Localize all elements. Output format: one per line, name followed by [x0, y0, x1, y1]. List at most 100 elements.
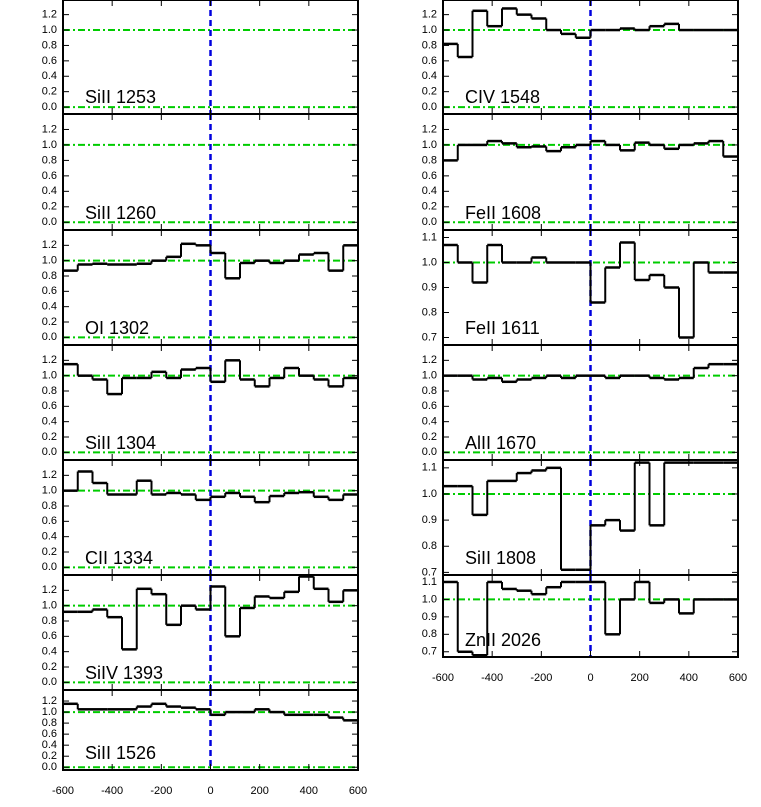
x-tick-label: 0: [587, 672, 593, 684]
y-tick-label: 1.2: [422, 123, 437, 135]
y-tick-label: 0.8: [42, 385, 57, 397]
y-tick-label: 0.2: [422, 431, 437, 443]
x-tick-label: -400: [481, 672, 503, 684]
y-tick-label: 0.4: [422, 416, 437, 428]
y-tick-label: 1.2: [42, 695, 57, 707]
panel-label: SiII 1304: [85, 433, 156, 453]
panel-label: AlII 1670: [465, 433, 536, 453]
y-tick-label: 0.0: [42, 216, 57, 228]
x-tick-label: 400: [680, 672, 698, 684]
y-tick-label: 0.8: [42, 270, 57, 282]
y-tick-label: 1.1: [422, 231, 437, 243]
panel-label: CII 1334: [85, 548, 153, 568]
y-tick-label: 0.0: [42, 761, 57, 773]
y-tick-label: 0.7: [422, 566, 437, 578]
y-tick-label: 0.8: [422, 154, 437, 166]
panel-label: SiII 1253: [85, 87, 156, 107]
x-tick-label: -600: [52, 785, 74, 797]
y-tick-label: 0.0: [422, 216, 437, 228]
y-tick-label: 1.2: [422, 354, 437, 366]
y-tick-label: 0.4: [42, 301, 57, 313]
y-tick-label: 0.0: [42, 676, 57, 688]
panel-label: SiII 1526: [85, 743, 156, 763]
x-tick-label: 200: [630, 672, 648, 684]
y-tick-label: 0.8: [42, 717, 57, 729]
y-tick-label: 0.8: [422, 385, 437, 397]
y-tick-label: 1.2: [422, 9, 437, 21]
x-tick-label: 400: [300, 785, 318, 797]
y-tick-label: 0.8: [42, 39, 57, 51]
y-tick-label: 0.2: [42, 546, 57, 558]
y-tick-label: 0.6: [42, 515, 57, 527]
y-tick-label: 1.2: [42, 354, 57, 366]
panel-label: SiII 1808: [465, 548, 536, 568]
panel-label: SiII 1260: [85, 203, 156, 223]
y-tick-label: 0.6: [422, 170, 437, 182]
y-tick-label: 0.4: [422, 185, 437, 197]
y-tick-label: 0.4: [42, 185, 57, 197]
y-tick-label: 1.2: [42, 123, 57, 135]
y-tick-label: 0.8: [422, 306, 437, 318]
y-tick-label: 0.6: [422, 400, 437, 412]
x-tick-label: 600: [349, 785, 367, 797]
y-tick-label: 0.6: [42, 728, 57, 740]
y-tick-label: 1.0: [42, 485, 57, 497]
y-tick-label: 0.2: [42, 86, 57, 98]
x-tick-label: -200: [530, 672, 552, 684]
y-tick-label: 0.0: [42, 561, 57, 573]
y-tick-label: 1.2: [42, 584, 57, 596]
y-tick-label: 1.0: [422, 370, 437, 382]
x-tick-label: -400: [101, 785, 123, 797]
y-tick-label: 0.4: [42, 70, 57, 82]
y-tick-label: 0.2: [42, 431, 57, 443]
y-tick-label: 0.4: [42, 416, 57, 428]
y-tick-label: 0.8: [422, 39, 437, 51]
y-tick-label: 1.0: [422, 256, 437, 268]
y-tick-label: 0.2: [42, 201, 57, 213]
panel-label: OI 1302: [85, 318, 149, 338]
y-tick-label: 0.7: [422, 331, 437, 343]
y-tick-label: 1.0: [422, 24, 437, 36]
panel-label: CIV 1548: [465, 87, 540, 107]
y-tick-label: 0.8: [422, 540, 437, 552]
y-tick-label: 1.0: [422, 593, 437, 605]
y-tick-label: 0.9: [422, 611, 437, 623]
panel-label: ZnII 2026: [465, 630, 541, 650]
x-tick-label: 0: [207, 785, 213, 797]
panel-label: FeII 1608: [465, 203, 541, 223]
y-tick-label: 0.0: [42, 331, 57, 343]
y-tick-label: 0.7: [422, 646, 437, 658]
x-tick-label: 600: [729, 672, 747, 684]
y-tick-label: 0.4: [422, 70, 437, 82]
y-tick-label: 0.6: [42, 630, 57, 642]
y-tick-label: 0.2: [422, 86, 437, 98]
y-tick-label: 0.6: [42, 170, 57, 182]
y-tick-label: 0.0: [422, 101, 437, 113]
y-tick-label: 0.2: [42, 750, 57, 762]
y-tick-label: 1.1: [422, 462, 437, 474]
panel-label: FeII 1611: [465, 318, 540, 338]
y-tick-label: 1.2: [42, 9, 57, 21]
y-tick-label: 1.1: [422, 576, 437, 588]
y-tick-label: 1.0: [42, 24, 57, 36]
y-tick-label: 0.4: [42, 531, 57, 543]
y-tick-label: 0.0: [42, 446, 57, 458]
y-tick-label: 1.2: [42, 239, 57, 251]
y-tick-label: 0.2: [42, 661, 57, 673]
y-tick-label: 0.2: [422, 201, 437, 213]
y-tick-label: 0.0: [42, 101, 57, 113]
y-tick-label: 0.0: [422, 446, 437, 458]
y-tick-label: 0.9: [422, 514, 437, 526]
y-tick-label: 0.8: [422, 628, 437, 640]
panel-label: SiIV 1393: [85, 663, 163, 683]
y-tick-label: 0.8: [42, 500, 57, 512]
y-tick-label: 0.6: [42, 55, 57, 67]
y-tick-label: 0.6: [42, 285, 57, 297]
y-tick-label: 0.4: [42, 646, 57, 658]
x-tick-label: -200: [150, 785, 172, 797]
x-tick-label: 200: [250, 785, 268, 797]
y-tick-label: 1.0: [422, 488, 437, 500]
y-tick-label: 0.8: [42, 154, 57, 166]
